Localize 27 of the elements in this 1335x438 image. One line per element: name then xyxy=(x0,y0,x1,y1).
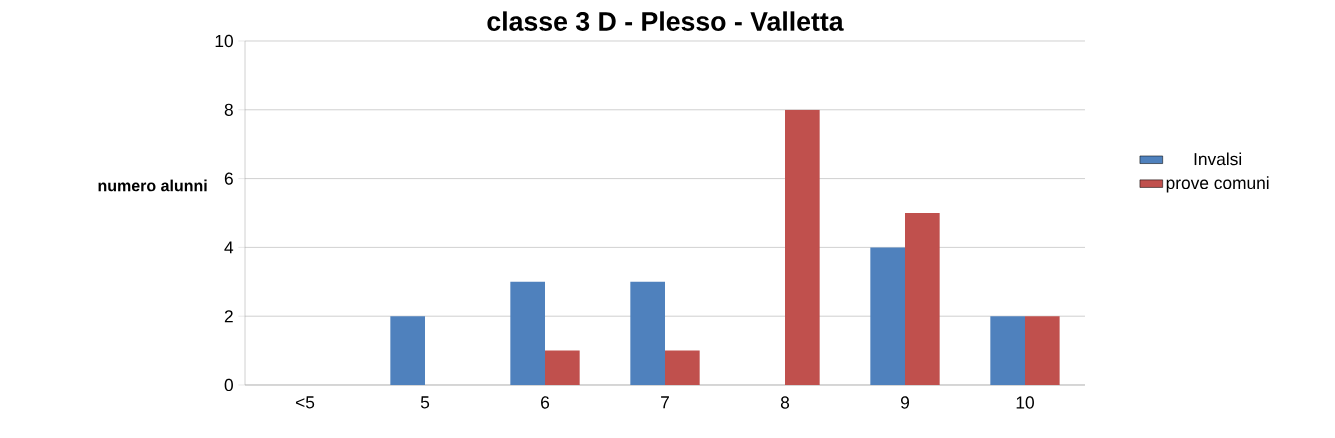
y-tick-label: 2 xyxy=(224,310,233,323)
legend-label: Invalsi xyxy=(1194,152,1242,166)
x-tick-label: 10 xyxy=(1016,396,1034,409)
x-tick-label: 5 xyxy=(420,396,430,409)
x-tick-label: 9 xyxy=(900,396,909,409)
bar xyxy=(390,316,426,385)
y-tick-label: 0 xyxy=(224,378,233,392)
x-tick-label: 6 xyxy=(541,396,550,409)
x-tick-label: 7 xyxy=(661,396,669,409)
bar xyxy=(785,109,820,385)
x-tick-label: <5 xyxy=(295,396,315,409)
y-tick-label: 10 xyxy=(215,34,233,48)
legend-label: prove comuni xyxy=(1166,176,1269,193)
bar xyxy=(545,350,580,385)
bar xyxy=(990,316,1025,385)
y-axis-title: numero alunni xyxy=(98,179,207,192)
y-tick-label: 6 xyxy=(224,172,233,185)
bar xyxy=(665,350,700,385)
bar xyxy=(630,281,665,385)
bar xyxy=(1025,316,1060,385)
chart-title: classe 3 D - Plesso - Valletta xyxy=(487,11,844,31)
bar xyxy=(905,212,940,385)
bar xyxy=(870,247,905,385)
x-tick-label: 8 xyxy=(780,396,790,409)
y-tick-label: 4 xyxy=(224,241,234,254)
bar xyxy=(510,281,546,385)
y-tick-label: 8 xyxy=(224,103,233,116)
